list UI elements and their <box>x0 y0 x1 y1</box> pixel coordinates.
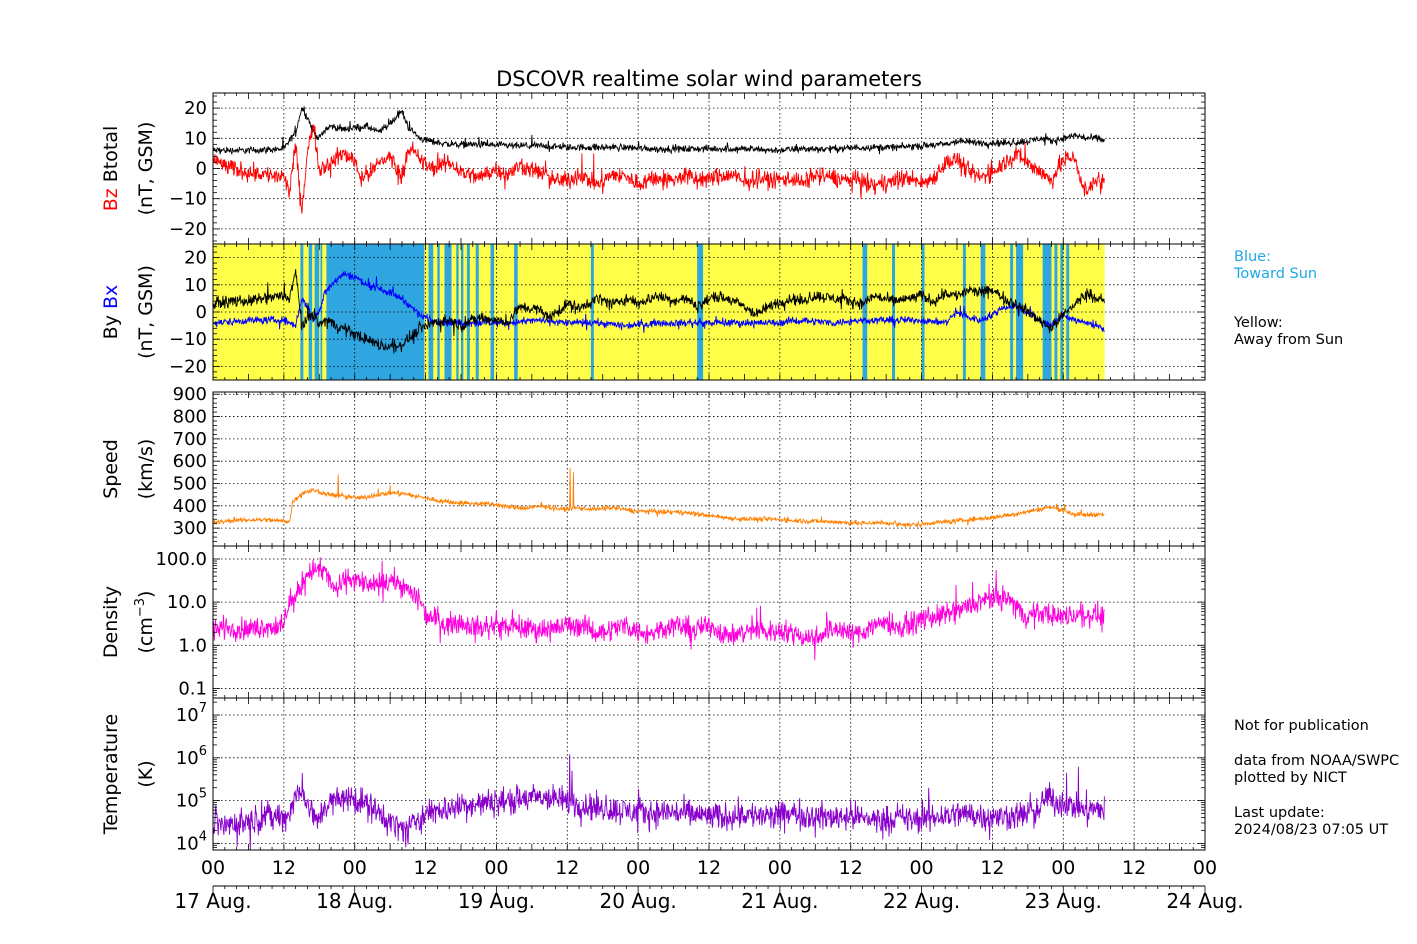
y-tick-label: 100.0 <box>155 549 207 570</box>
band-toward-sun <box>921 244 925 380</box>
date-label: 20 Aug. <box>600 889 677 913</box>
date-label: 17 Aug. <box>174 889 251 913</box>
band-toward-sun <box>1042 244 1052 380</box>
y-tick-label: −10 <box>169 329 207 350</box>
band-toward-sun <box>590 244 594 380</box>
y-tick-label: 0 <box>196 159 207 180</box>
y-tick-label: −20 <box>169 219 207 240</box>
date-label: 24 Aug. <box>1166 889 1243 913</box>
y-axis-label: By Bx <box>100 285 122 340</box>
series-density <box>213 557 1105 661</box>
y-tick-label: 10.0 <box>167 592 207 613</box>
y-axis-unit: (K) <box>135 760 157 787</box>
y-axis-label: Bz Btotal <box>100 126 122 212</box>
band-toward-sun <box>437 244 440 380</box>
series-bx <box>213 270 1105 333</box>
x-tick-label: 12 <box>980 857 1004 879</box>
y-tick-label: 10 <box>184 128 207 149</box>
date-label: 23 Aug. <box>1025 889 1102 913</box>
y-tick-label: 106 <box>176 744 207 769</box>
y-tick-label: 800 <box>173 407 207 428</box>
panel-density: 100.0 10.0 1.0 0.1 Density (cm−3) <box>100 545 1206 699</box>
legend-blue-text: Toward Sun <box>1233 266 1317 282</box>
y-tick-label: 20 <box>184 248 207 269</box>
x-tick-label: 12 <box>1122 857 1146 879</box>
x-tick-label: 00 <box>909 857 933 879</box>
y-tick-label: 104 <box>176 829 207 854</box>
y-axis-unit: (cm−3) <box>133 591 157 654</box>
y-tick-label: 900 <box>173 384 207 405</box>
last-update-label: Last update: <box>1234 805 1325 821</box>
band-toward-sun <box>314 244 320 380</box>
date-label: 19 Aug. <box>458 889 535 913</box>
y-tick-label: 107 <box>176 701 207 726</box>
y-tick-label: 0.1 <box>178 678 207 699</box>
y-tick-label: 500 <box>173 474 207 495</box>
x-tick-label: 12 <box>839 857 863 879</box>
series-bz <box>213 123 1105 214</box>
y-tick-label: 400 <box>173 496 207 517</box>
band-toward-sun <box>980 244 986 380</box>
y-tick-label: 0 <box>196 302 207 323</box>
band-toward-sun <box>490 244 495 380</box>
date-label: 18 Aug. <box>316 889 393 913</box>
y-axis-unit: (nT, GSM) <box>135 265 157 359</box>
y-tick-label: 1.0 <box>178 635 207 656</box>
x-tick-label: 00 <box>1193 857 1217 879</box>
panel-btotal: 20 10 0 −10 −20 Bz Btotal (nT, GSM) <box>100 92 1206 245</box>
y-tick-label: 300 <box>173 518 207 539</box>
y-tick-label: −10 <box>169 189 207 210</box>
band-toward-sun <box>326 244 425 380</box>
y-axis-label: Speed <box>100 439 122 499</box>
y-tick-label: 105 <box>176 787 207 812</box>
panel-bxby: 20 10 0 −10 −20 By Bx (nT, GSM) <box>100 243 1206 381</box>
series-btotal <box>213 106 1105 155</box>
band-toward-sun <box>428 244 434 380</box>
x-tick-label: 12 <box>555 857 579 879</box>
band-toward-sun <box>697 244 704 380</box>
x-tick-label: 00 <box>343 857 367 879</box>
plotted-by-note: plotted by NICT <box>1234 770 1347 786</box>
x-tick-label: 00 <box>626 857 650 879</box>
series-by <box>213 269 1105 354</box>
not-for-publication-note: Not for publication <box>1234 718 1369 734</box>
y-axis-label: Density <box>100 586 122 658</box>
legend-blue-label: Blue: <box>1234 249 1271 265</box>
band-toward-sun <box>862 244 868 380</box>
chart-title: DSCOVR realtime solar wind parameters <box>496 67 922 91</box>
y-axis-unit: (nT, GSM) <box>135 122 157 216</box>
date-label: 22 Aug. <box>883 889 960 913</box>
y-axis-label: Temperature <box>100 714 122 835</box>
band-toward-sun <box>1054 244 1058 380</box>
legend-yellow-label: Yellow: <box>1233 315 1283 331</box>
panel-temperature: 104 105 106 107 Temperature (K) <box>100 697 1206 854</box>
x-tick-label: 12 <box>413 857 437 879</box>
band-toward-sun <box>1010 244 1014 380</box>
x-tick-label: 00 <box>1051 857 1075 879</box>
x-tick-label: 12 <box>697 857 721 879</box>
x-tick-label: 12 <box>272 857 296 879</box>
y-tick-label: 700 <box>173 429 207 450</box>
date-label: 21 Aug. <box>741 889 818 913</box>
y-tick-label: −20 <box>169 356 207 377</box>
band-toward-sun <box>466 244 470 380</box>
x-tick-label: 00 <box>201 857 225 879</box>
legend-yellow-text: Away from Sun <box>1234 332 1343 348</box>
y-axis-unit: (km/s) <box>135 439 157 500</box>
y-tick-label: 20 <box>184 98 207 119</box>
data-source-note: data from NOAA/SWPC <box>1234 753 1399 769</box>
last-update-value: 2024/08/23 07:05 UT <box>1234 822 1388 838</box>
series-temperature <box>213 754 1105 850</box>
y-tick-label: 600 <box>173 451 207 472</box>
x-tick-label: 00 <box>484 857 508 879</box>
band-toward-sun <box>1016 244 1024 380</box>
series-speed <box>213 467 1105 529</box>
band-toward-sun <box>444 244 452 380</box>
y-tick-label: 10 <box>184 275 207 296</box>
x-tick-label: 00 <box>768 857 792 879</box>
